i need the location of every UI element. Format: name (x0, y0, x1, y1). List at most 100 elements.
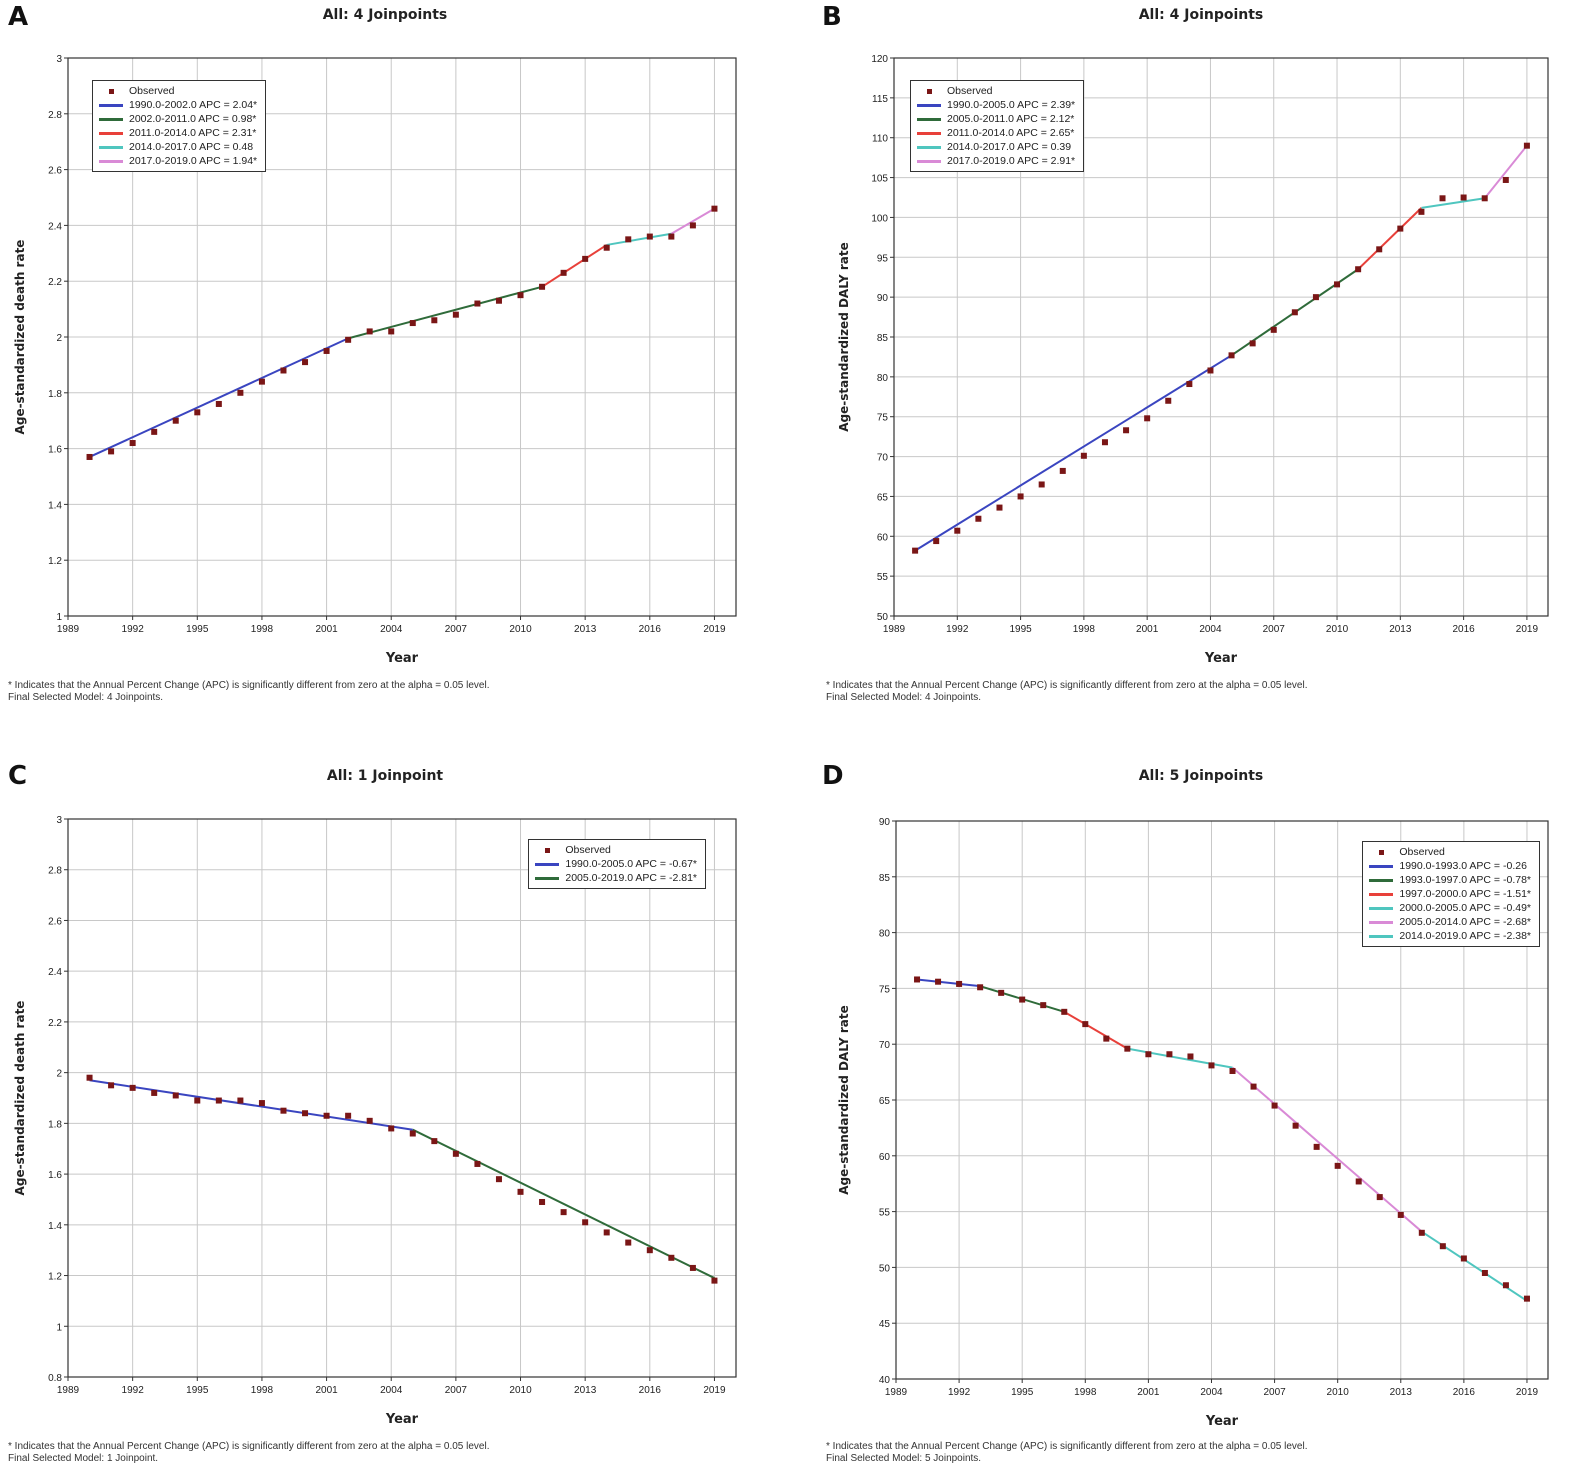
x-tick-label: 1998 (1074, 1387, 1097, 1398)
observed-point (495, 1176, 502, 1183)
legend-line-swatch (99, 159, 123, 163)
segment-line-4 (1421, 197, 1485, 209)
observed-point (86, 1074, 93, 1081)
legend-line-swatch (917, 103, 941, 107)
footnote-significance: * Indicates that the Annual Percent Chan… (826, 1441, 1308, 1452)
observed-point (345, 336, 352, 343)
segment-line-5 (1483, 145, 1528, 199)
x-tick-label: 2016 (1452, 624, 1475, 635)
chart-legend: Observed 1990.0-2002.0 APC = 2.04* 2002.0-… (92, 80, 267, 172)
x-tick-label: 2004 (380, 1385, 403, 1396)
observed-point (1270, 326, 1277, 333)
y-tick-label: 115 (872, 94, 888, 105)
legend-item: 1990.0-2005.0 APC = -0.67* (535, 857, 697, 871)
segment-line-6 (1421, 1230, 1528, 1302)
observed-point (954, 527, 961, 534)
footnote-significance: * Indicates that the Annual Percent Chan… (8, 680, 490, 691)
observed-point (237, 1097, 244, 1104)
x-tick-label: 1998 (251, 1385, 274, 1396)
legend-label: 1990.0-2005.0 APC = 2.39* (947, 99, 1076, 111)
legend-line-swatch (917, 159, 941, 163)
observed-point (1418, 208, 1425, 215)
segment-line-1 (89, 1079, 413, 1131)
x-axis-label: Year (385, 651, 419, 666)
footnote-model: Final Selected Model: 4 Joinpoints. (8, 692, 164, 703)
legend-label: 1997.0-2000.0 APC = -1.51* (1399, 888, 1531, 900)
legend-item: 1993.0-1997.0 APC = -0.78* (1369, 873, 1531, 887)
observed-point (237, 389, 244, 396)
segment-line-3 (541, 244, 608, 288)
observed-point (1145, 1051, 1152, 1058)
y-tick-label: 45 (879, 1319, 891, 1330)
observed-point (172, 417, 179, 424)
y-tick-label: 2.4 (48, 221, 62, 232)
segment-line-5 (670, 207, 715, 235)
observed-point (1397, 225, 1404, 232)
observed-point (1061, 1008, 1068, 1015)
x-tick-label: 2010 (1327, 1387, 1350, 1398)
y-tick-label: 60 (877, 532, 889, 543)
legend-item: 1990.0-2002.0 APC = 2.04* (99, 98, 257, 112)
observed-point (151, 428, 158, 435)
observed-point (1312, 294, 1319, 301)
chart-title: All: 4 Joinpoints (1138, 7, 1264, 23)
legend-item: 2017.0-2019.0 APC = 1.94* (99, 154, 257, 168)
observed-point (1038, 481, 1045, 488)
observed-point (933, 538, 940, 545)
legend-item: 2014.0-2019.0 APC = -2.38* (1369, 929, 1531, 943)
segment-line-1 (914, 354, 1233, 552)
observed-point (172, 1092, 179, 1099)
footnote-significance: * Indicates that the Annual Percent Chan… (826, 680, 1308, 691)
y-tick-label: 120 (871, 54, 888, 65)
panel-label: D (822, 761, 844, 791)
observed-point (914, 976, 921, 983)
y-tick-label: 90 (879, 817, 891, 828)
observed-point (323, 1112, 330, 1119)
panel-label: A (8, 2, 29, 32)
gridlines (895, 820, 1548, 1380)
y-tick-label: 75 (877, 413, 889, 424)
observed-point (956, 980, 963, 987)
legend-label: 2017.0-2019.0 APC = 1.94* (129, 155, 258, 167)
legend-item: 2002.0-2011.0 APC = 0.98* (99, 112, 257, 126)
observed-point (474, 1160, 481, 1167)
x-tick-label: 1989 (57, 1385, 80, 1396)
x-tick-label: 2007 (445, 624, 468, 635)
observed-marker-icon (544, 847, 550, 853)
chart-legend: Observed 1990.0-1993.0 APC = -0.26 1993.0-… (1362, 841, 1540, 947)
observed-point (646, 233, 653, 240)
y-axis-label: Age-standardized DALY rate (837, 242, 851, 432)
plot-frame (67, 818, 737, 1378)
y-tick-label: 1.2 (48, 556, 62, 567)
x-tick-label: 1998 (1073, 624, 1096, 635)
observed-point (452, 311, 459, 318)
observed-point (1059, 467, 1066, 474)
legend-line-swatch (917, 145, 941, 149)
footnote-model: Final Selected Model: 5 Joinpoints. (826, 1453, 982, 1464)
y-tick-label: 1.8 (48, 389, 62, 400)
legend-line-swatch (1369, 892, 1394, 896)
legend-label: 2005.0-2019.0 APC = -2.81* (565, 872, 697, 884)
observed-point (996, 504, 1003, 511)
observed-point (603, 1229, 610, 1236)
footnote-model: Final Selected Model: 1 Joinpoint. (8, 1453, 159, 1464)
observed-point (539, 283, 546, 290)
y-tick-label: 2 (56, 1069, 62, 1080)
segment-line-1 (89, 337, 349, 458)
x-tick-label: 2007 (445, 1385, 468, 1396)
x-tick-label: 1992 (122, 624, 145, 635)
observed-point (689, 222, 696, 229)
segment-line-3 (1063, 1010, 1128, 1050)
observed-point (1082, 1021, 1089, 1028)
panel-label: C (8, 761, 28, 791)
legend-line-swatch (1369, 906, 1394, 910)
observed-point (258, 378, 265, 385)
observed-point (280, 1107, 287, 1114)
y-tick-label: 2 (56, 333, 62, 344)
y-tick-label: 80 (879, 929, 891, 940)
observed-point (998, 989, 1005, 996)
y-tick-label: 3 (56, 815, 62, 826)
observed-point (495, 297, 502, 304)
x-tick-label: 2007 (1263, 1387, 1286, 1398)
chart-svg: 1989 1992 1995 1998 2001 2004 2007 2010 2013 2016… (837, 817, 1549, 1429)
